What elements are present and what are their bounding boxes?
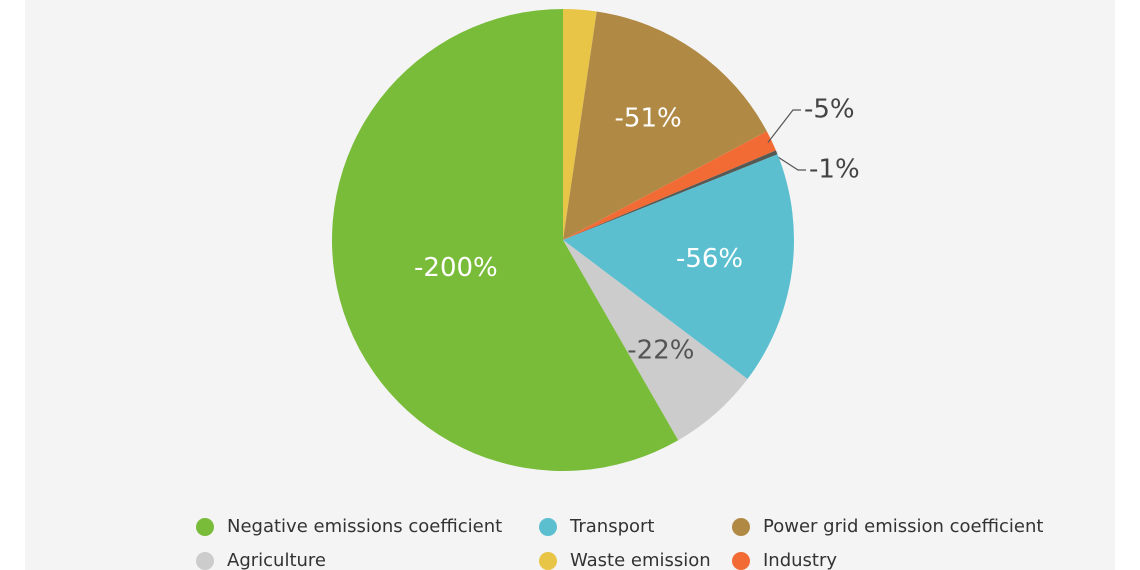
legend-marker <box>539 518 557 536</box>
pie-slice <box>563 154 794 380</box>
legend-marker <box>539 552 557 570</box>
legend-marker <box>732 518 750 536</box>
data-label: -200% <box>414 253 498 283</box>
data-label: -22% <box>627 335 694 365</box>
leader-line <box>767 109 801 143</box>
legend-label: Power grid emission coefficient <box>763 516 1043 537</box>
data-label: -51% <box>615 104 682 134</box>
legend-label: Agriculture <box>227 550 326 570</box>
pie-slice <box>563 150 778 240</box>
legend-marker <box>196 518 214 536</box>
pie-slice <box>331 9 679 472</box>
data-label: -5% <box>804 95 855 125</box>
pie-slice <box>563 131 776 240</box>
legend-label: Transport <box>569 516 654 537</box>
pie-slice <box>563 11 767 241</box>
pie-slice <box>563 240 748 441</box>
data-label: -56% <box>676 244 743 274</box>
legend-label: Industry <box>763 550 837 570</box>
legend-label: Negative emissions coefficient <box>227 516 502 537</box>
legend-marker <box>196 552 214 570</box>
data-label: -1% <box>809 155 860 185</box>
pie-slice <box>563 9 597 240</box>
legend-label: Waste emission <box>570 550 711 570</box>
leader-line <box>772 153 807 171</box>
legend-marker <box>732 552 750 570</box>
